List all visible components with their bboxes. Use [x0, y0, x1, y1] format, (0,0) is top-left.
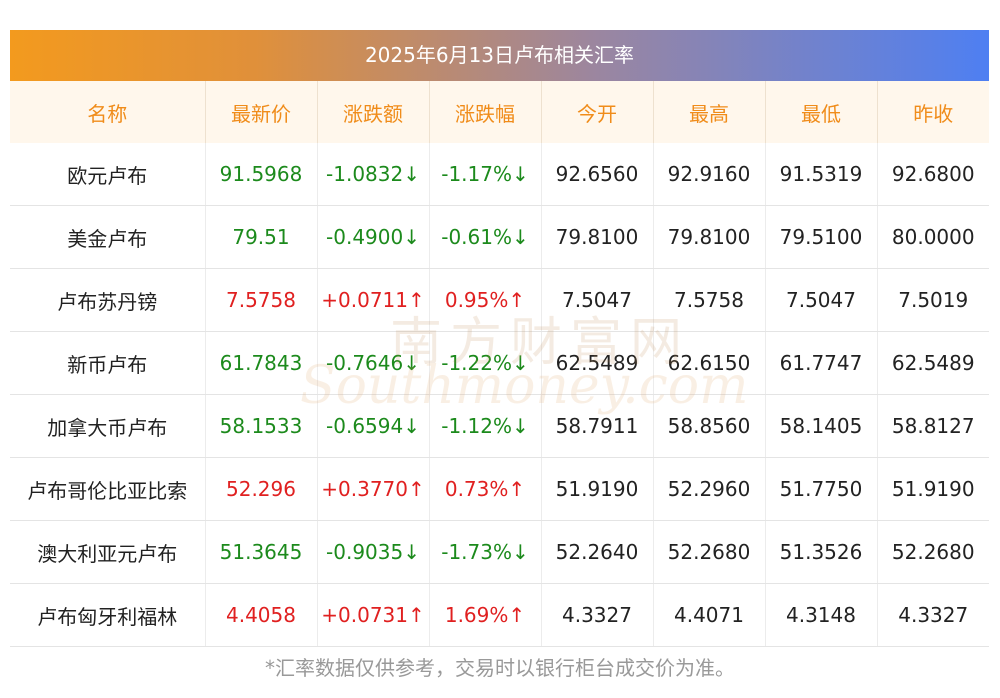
- cell-name: 新币卢布: [10, 331, 206, 395]
- cell-low: 51.7750: [765, 457, 878, 521]
- cell-high: 92.9160: [653, 143, 766, 206]
- cell-price: 51.3645: [205, 520, 318, 584]
- header-pct: 涨跌幅: [429, 81, 542, 143]
- cell-low: 7.5047: [765, 268, 878, 332]
- cell-low: 51.3526: [765, 520, 878, 584]
- cell-open: 4.3327: [541, 583, 654, 647]
- cell-prev: 51.9190: [877, 457, 989, 521]
- cell-prev: 62.5489: [877, 331, 989, 395]
- header-low: 最低: [765, 81, 878, 143]
- header-open: 今开: [541, 81, 654, 143]
- cell-low: 58.1405: [765, 394, 878, 458]
- cell-change: +0.0711↑: [317, 268, 430, 332]
- cell-change: +0.3770↑: [317, 457, 430, 521]
- cell-name: 加拿大币卢布: [10, 394, 206, 458]
- cell-open: 62.5489: [541, 331, 654, 395]
- table-row: 美金卢布 79.51 -0.4900↓ -0.61%↓ 79.8100 79.8100 79…: [10, 205, 989, 269]
- cell-open: 58.7911: [541, 394, 654, 458]
- cell-open: 92.6560: [541, 143, 654, 206]
- cell-prev: 52.2680: [877, 520, 989, 584]
- cell-pct: 1.69%↑: [429, 583, 542, 647]
- header-price: 最新价: [205, 81, 318, 143]
- cell-pct: -1.73%↓: [429, 520, 542, 584]
- cell-name: 澳大利亚元卢布: [10, 520, 206, 584]
- header-change: 涨跌额: [317, 81, 430, 143]
- cell-change: -1.0832↓: [317, 143, 430, 206]
- cell-price: 58.1533: [205, 394, 318, 458]
- rate-table-card: 2025年6月13日卢布相关汇率 名称 最新价 涨跌额 涨跌幅 今开 最高 最低…: [10, 30, 989, 647]
- cell-low: 91.5319: [765, 143, 878, 206]
- cell-price: 61.7843: [205, 331, 318, 395]
- cell-name: 美金卢布: [10, 205, 206, 269]
- cell-change: -0.7646↓: [317, 331, 430, 395]
- table-row: 欧元卢布 91.5968 -1.0832↓ -1.17%↓ 92.6560 92.9160…: [10, 143, 989, 206]
- cell-pct: -1.17%↓: [429, 143, 542, 206]
- table-title: 2025年6月13日卢布相关汇率: [10, 30, 989, 81]
- cell-high: 4.4071: [653, 583, 766, 647]
- cell-name: 卢布苏丹镑: [10, 268, 206, 332]
- cell-price: 7.5758: [205, 268, 318, 332]
- cell-high: 62.6150: [653, 331, 766, 395]
- cell-prev: 80.0000: [877, 205, 989, 269]
- cell-prev: 4.3327: [877, 583, 989, 647]
- header-name: 名称: [10, 81, 206, 143]
- cell-pct: 0.95%↑: [429, 268, 542, 332]
- cell-name: 卢布匈牙利福林: [10, 583, 206, 647]
- cell-pct: -1.22%↓: [429, 331, 542, 395]
- cell-change: -0.6594↓: [317, 394, 430, 458]
- header-high: 最高: [653, 81, 766, 143]
- cell-open: 51.9190: [541, 457, 654, 521]
- cell-high: 52.2960: [653, 457, 766, 521]
- exchange-rate-table: 名称 最新价 涨跌额 涨跌幅 今开 最高 最低 昨收 欧元卢布 91.5968 -1…: [10, 81, 989, 647]
- cell-high: 52.2680: [653, 520, 766, 584]
- cell-prev: 92.6800: [877, 143, 989, 206]
- cell-name: 欧元卢布: [10, 143, 206, 206]
- disclaimer-note: *汇率数据仅供参考，交易时以银行柜台成交价为准。: [265, 656, 735, 680]
- table-row: 卢布哥伦比亚比索 52.296 +0.3770↑ 0.73%↑ 51.9190 52.29…: [10, 457, 989, 521]
- cell-open: 52.2640: [541, 520, 654, 584]
- cell-price: 79.51: [205, 205, 318, 269]
- cell-high: 79.8100: [653, 205, 766, 269]
- cell-prev: 7.5019: [877, 268, 989, 332]
- header-prev: 昨收: [877, 81, 989, 143]
- cell-low: 79.5100: [765, 205, 878, 269]
- cell-prev: 58.8127: [877, 394, 989, 458]
- cell-price: 4.4058: [205, 583, 318, 647]
- cell-pct: 0.73%↑: [429, 457, 542, 521]
- cell-change: -0.4900↓: [317, 205, 430, 269]
- cell-name: 卢布哥伦比亚比索: [10, 457, 206, 521]
- cell-price: 52.296: [205, 457, 318, 521]
- cell-price: 91.5968: [205, 143, 318, 206]
- cell-pct: -1.12%↓: [429, 394, 542, 458]
- table-row: 加拿大币卢布 58.1533 -0.6594↓ -1.12%↓ 58.7911 58.85…: [10, 394, 989, 458]
- table-row: 卢布苏丹镑 7.5758 +0.0711↑ 0.95%↑ 7.5047 7.5758 7.5…: [10, 268, 989, 332]
- cell-change: +0.0731↑: [317, 583, 430, 647]
- cell-open: 7.5047: [541, 268, 654, 332]
- table-row: 新币卢布 61.7843 -0.7646↓ -1.22%↓ 62.5489 62.6150…: [10, 331, 989, 395]
- table-row: 卢布匈牙利福林 4.4058 +0.0731↑ 1.69%↑ 4.3327 4.4071 4…: [10, 583, 989, 647]
- cell-high: 58.8560: [653, 394, 766, 458]
- cell-low: 4.3148: [765, 583, 878, 647]
- cell-change: -0.9035↓: [317, 520, 430, 584]
- cell-open: 79.8100: [541, 205, 654, 269]
- cell-high: 7.5758: [653, 268, 766, 332]
- cell-low: 61.7747: [765, 331, 878, 395]
- table-header-row: 名称 最新价 涨跌额 涨跌幅 今开 最高 最低 昨收: [10, 81, 989, 143]
- table-row: 澳大利亚元卢布 51.3645 -0.9035↓ -1.73%↓ 52.2640 52.2…: [10, 520, 989, 584]
- cell-pct: -0.61%↓: [429, 205, 542, 269]
